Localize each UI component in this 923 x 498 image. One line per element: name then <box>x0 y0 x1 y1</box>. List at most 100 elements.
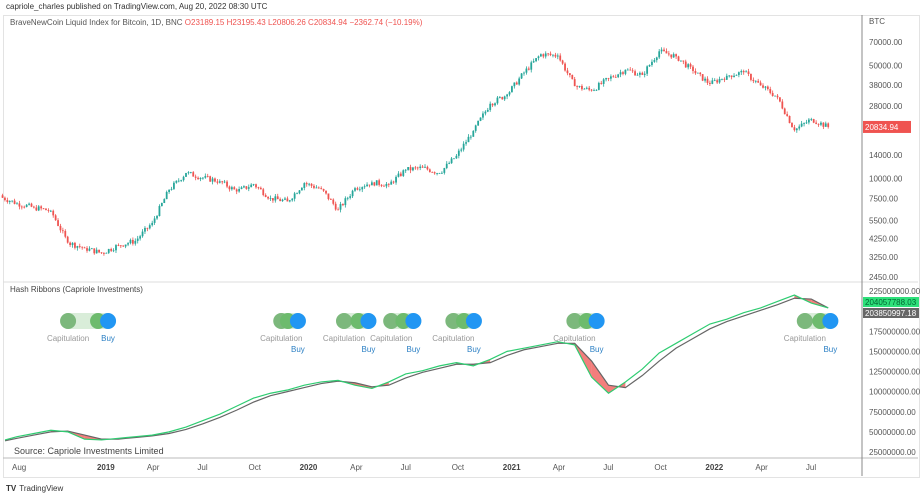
candle-body <box>380 184 383 186</box>
symbol-name: BraveNewCoin Liquid Index for Bitcoin, 1… <box>10 18 183 27</box>
tradingview-logo: TV TradingView <box>6 484 63 493</box>
candle-body <box>409 167 412 171</box>
time-tick: Apr <box>350 463 363 472</box>
candle-body <box>387 183 390 185</box>
candle-body <box>578 85 581 87</box>
candle-body <box>494 103 496 106</box>
candle-body <box>764 86 767 88</box>
candle-body <box>798 126 801 129</box>
candle-body <box>37 206 40 211</box>
low-value: L20806.26 <box>267 18 306 27</box>
candle-body <box>489 103 492 110</box>
candle-body <box>218 181 221 183</box>
candle-body <box>530 62 533 70</box>
candle-body <box>315 187 318 189</box>
candle-body <box>431 171 434 173</box>
candle-body <box>781 101 784 109</box>
candle-body <box>807 119 810 123</box>
time-tick: 2022 <box>705 463 723 472</box>
candle-body <box>421 166 424 168</box>
capitulation-marker <box>566 313 583 329</box>
candle-body <box>597 82 600 90</box>
candle-body <box>482 113 484 118</box>
candle-body <box>395 176 397 183</box>
candle-body <box>663 49 665 52</box>
candle-body <box>221 181 224 183</box>
candle-body <box>351 190 354 197</box>
candle-body <box>735 74 738 76</box>
candle-body <box>795 128 798 131</box>
candle-body <box>93 248 96 254</box>
time-tick: 2020 <box>300 463 318 472</box>
candle-body <box>259 187 262 190</box>
candle-body <box>308 183 311 185</box>
candle-body <box>419 166 422 168</box>
candle-body <box>182 176 185 181</box>
capitulation-label: Capitulation <box>784 334 826 343</box>
candle-body <box>803 123 805 124</box>
candle-body <box>791 123 793 128</box>
candle-body <box>211 178 214 182</box>
candle-body <box>156 216 158 219</box>
candle-body <box>64 230 67 237</box>
candle-body <box>281 199 284 202</box>
price-tick: 4250.00 <box>869 234 898 243</box>
candle-body <box>696 72 699 74</box>
candle-body <box>124 244 127 247</box>
candle-body <box>496 97 499 104</box>
price-tick: 50000.00 <box>869 62 903 71</box>
buy-marker <box>465 313 482 329</box>
candle-body <box>83 247 86 249</box>
candle-body <box>23 206 26 208</box>
candle-body <box>122 245 125 247</box>
candle-body <box>344 198 347 206</box>
candle-body <box>450 158 453 164</box>
candle-body <box>810 119 813 120</box>
candle-body <box>35 207 38 211</box>
candle-body <box>366 184 368 187</box>
candle-body <box>556 55 559 57</box>
indicator-title: Hash Ribbons (Capriole Investments) <box>10 285 143 294</box>
last-price-value: 20834.94 <box>865 123 899 132</box>
candle-body <box>441 172 443 174</box>
candle-body <box>337 209 339 211</box>
candle-body <box>66 236 69 243</box>
candle-body <box>255 184 257 188</box>
tv-logo-icon: TV <box>6 484 17 493</box>
candle-body <box>378 180 381 185</box>
candle-body <box>752 79 755 82</box>
candle-body <box>52 210 55 216</box>
candle-body <box>170 188 173 190</box>
candle-body <box>402 170 405 176</box>
candle-body <box>279 199 282 202</box>
candle-body <box>783 108 786 115</box>
buy-marker <box>100 313 117 329</box>
candle-body <box>269 198 272 199</box>
candle-body <box>216 181 219 183</box>
candle-body <box>397 173 400 177</box>
candle-body <box>252 184 255 186</box>
candle-body <box>520 73 523 79</box>
price-tick: 2450.00 <box>869 273 898 282</box>
candle-body <box>525 68 528 73</box>
time-tick: 2019 <box>97 463 115 472</box>
buy-label: Buy <box>407 345 421 354</box>
candle-body <box>230 187 233 190</box>
candle-body <box>245 186 248 189</box>
candle-body <box>119 245 122 247</box>
candle-body <box>675 54 677 57</box>
candle-body <box>605 78 607 80</box>
candle-body <box>385 183 388 187</box>
candle-body <box>325 190 327 194</box>
buy-label: Buy <box>467 345 481 354</box>
candle-body <box>730 75 733 78</box>
candle-body <box>358 189 361 191</box>
candle-body <box>723 78 726 80</box>
candle-body <box>508 92 511 95</box>
candle-body <box>817 123 820 125</box>
candle-body <box>107 249 110 253</box>
candle-body <box>607 78 610 79</box>
candle-body <box>412 167 414 171</box>
hash-tick: 125000000.00 <box>869 368 921 377</box>
